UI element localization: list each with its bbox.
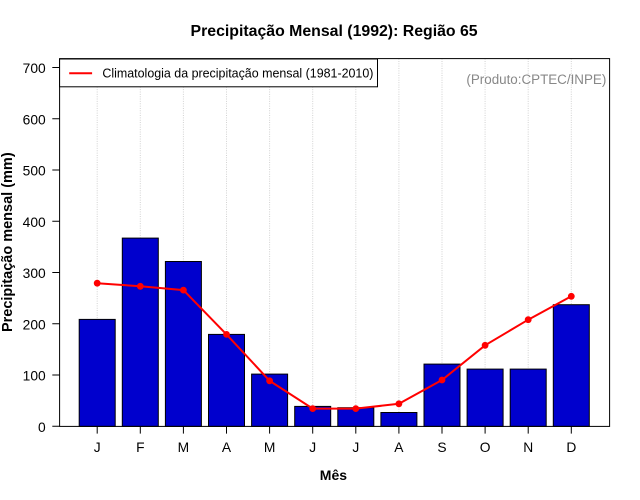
svg-text:400: 400 [23,215,46,230]
svg-text:O: O [480,440,491,455]
svg-text:0: 0 [38,420,46,435]
svg-text:M: M [178,440,190,455]
svg-text:(Produto:CPTEC/INPE): (Produto:CPTEC/INPE) [466,72,606,87]
svg-text:J: J [352,440,359,455]
svg-text:Precipitação mensal (mm): Precipitação mensal (mm) [0,152,16,332]
svg-text:F: F [136,440,144,455]
svg-text:200: 200 [23,317,46,332]
svg-text:300: 300 [23,266,46,281]
svg-text:A: A [394,440,404,455]
svg-text:Climatologia da precipitação m: Climatologia da precipitação mensal (198… [102,66,373,80]
svg-text:N: N [523,440,533,455]
svg-text:D: D [566,440,576,455]
svg-text:J: J [94,440,101,455]
svg-text:M: M [264,440,276,455]
svg-text:600: 600 [23,112,46,127]
svg-text:A: A [222,440,232,455]
svg-text:700: 700 [23,61,46,76]
svg-text:J: J [309,440,316,455]
svg-text:500: 500 [23,164,46,179]
svg-text:S: S [437,440,446,455]
svg-text:Precipitação Mensal (1992): Re: Precipitação Mensal (1992): Região 65 [191,23,478,40]
svg-text:Mês: Mês [320,467,347,483]
svg-text:100: 100 [23,369,46,384]
